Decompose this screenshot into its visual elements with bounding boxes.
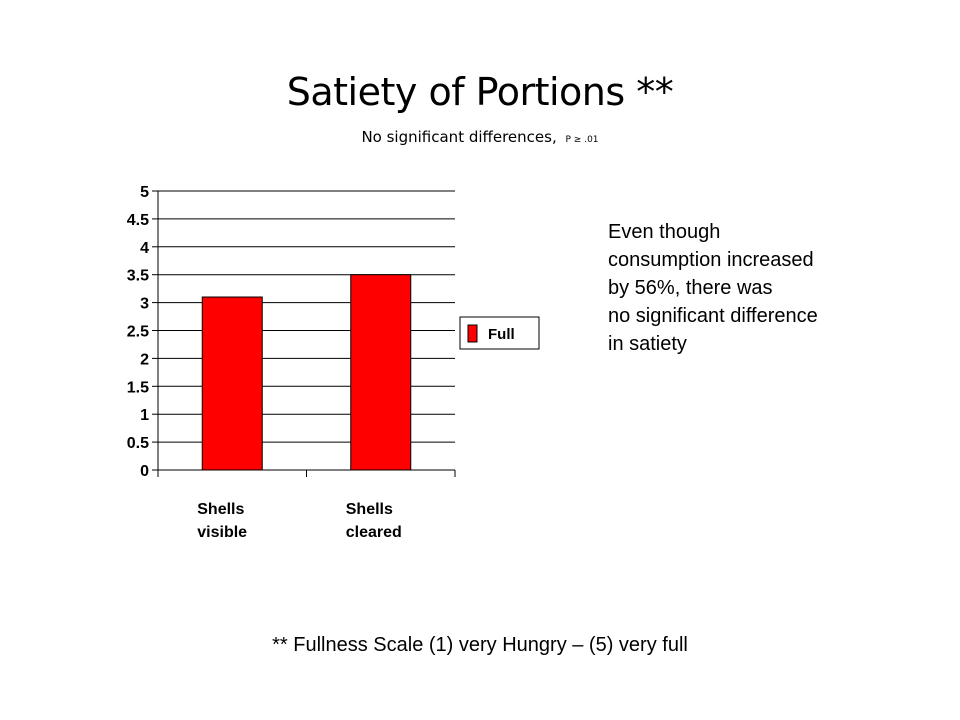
legend-swatch	[467, 324, 478, 343]
y-tick-label: 5	[140, 184, 149, 201]
legend: Full	[459, 316, 540, 350]
y-tick-label: 4	[140, 240, 149, 257]
legend-label: Full	[488, 326, 515, 343]
slide-subtitle: No significant differences, P ≥ .01	[0, 128, 960, 146]
y-tick-label: 1	[140, 407, 149, 424]
scale-footnote: ** Fullness Scale (1) very Hungry – (5) …	[272, 634, 688, 656]
y-tick-label: 3	[140, 296, 149, 313]
y-tick-label: 2.5	[127, 324, 149, 341]
y-tick-label: 0	[140, 463, 149, 480]
y-tick-label: 2	[140, 351, 149, 368]
slide-title: Satiety of Portions **	[286, 70, 674, 114]
subtitle-text: No significant differences,	[361, 128, 557, 146]
y-tick-label: 4.5	[127, 212, 149, 229]
y-tick-label: 3.5	[127, 268, 149, 285]
x-category-label: Shells cleared	[346, 501, 402, 541]
tick-labels: 0 0.5 1 1.5 2 2.5 3 3.5 4 4.5 5 Shells visible Shells…	[127, 184, 402, 541]
x-category-label: Shells visible	[197, 501, 247, 541]
bar	[350, 274, 412, 471]
subtitle-pvalue: P ≥ .01	[565, 135, 599, 145]
annotation-note: Even though consumption increased by 56%…	[608, 221, 818, 355]
bars	[201, 274, 412, 471]
y-tick-label: 0.5	[127, 435, 149, 452]
y-tick-label: 1.5	[127, 379, 149, 396]
bar	[201, 296, 263, 471]
